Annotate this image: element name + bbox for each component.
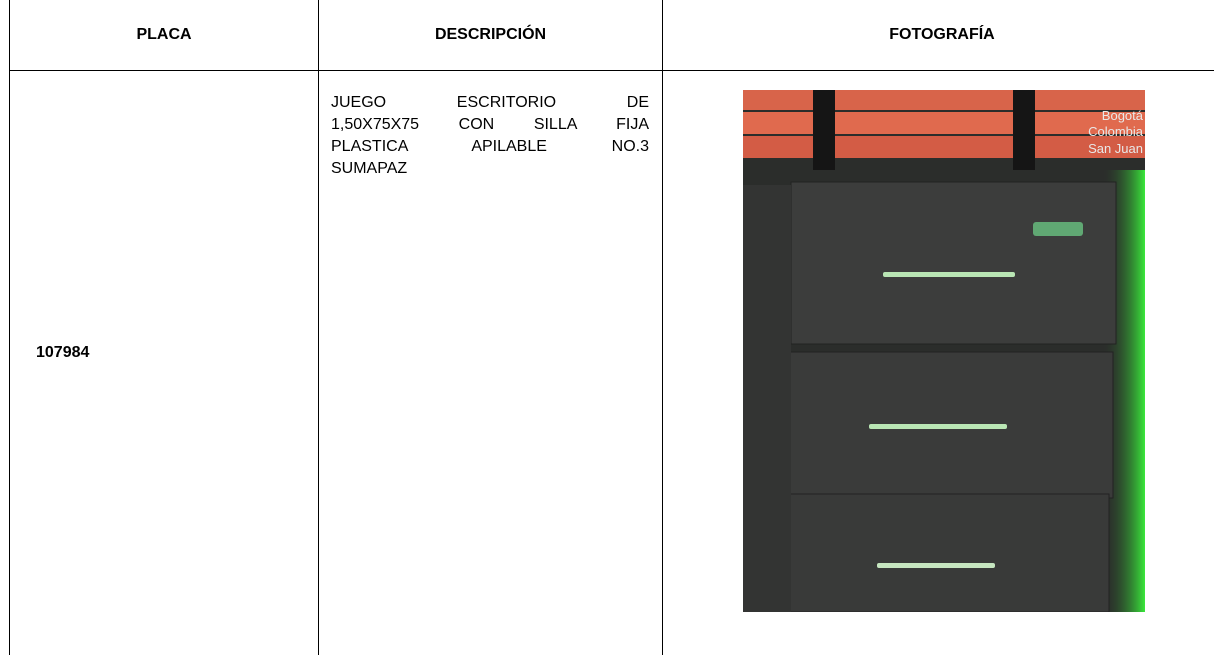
header-cell: DESCRIPCIÓN [318,0,663,71]
photo-overlay-text: Bogotá [1102,108,1144,123]
description-line: PLASTICA APILABLE NO.3 [331,138,649,155]
photo: Bogotá Colombia San Juan [743,90,1145,612]
header-text: PLACA [136,26,192,43]
header-text: FOTOGRAFÍA [889,26,995,43]
photo-overlay-text: San Juan [1088,141,1143,156]
description-line: JUEGO ESCRITORIO DE [331,94,649,111]
header-text: DESCRIPCIÓN [434,26,547,43]
photo-overlay-text: Colombia [1088,124,1144,139]
description-line: 1,50X75X75 CON SILLA FIJA [331,116,649,133]
header-cell: PLACA [9,0,319,71]
description-line: SUMAPAZ [331,160,408,177]
body-cell [9,70,319,655]
description: JUEGO ESCRITORIO DE 1,50X75X75 CON SILLA… [331,92,649,180]
placa: 107984 [36,344,90,361]
header-cell: FOTOGRAFÍA [662,0,1214,71]
body-cell [662,70,1214,655]
